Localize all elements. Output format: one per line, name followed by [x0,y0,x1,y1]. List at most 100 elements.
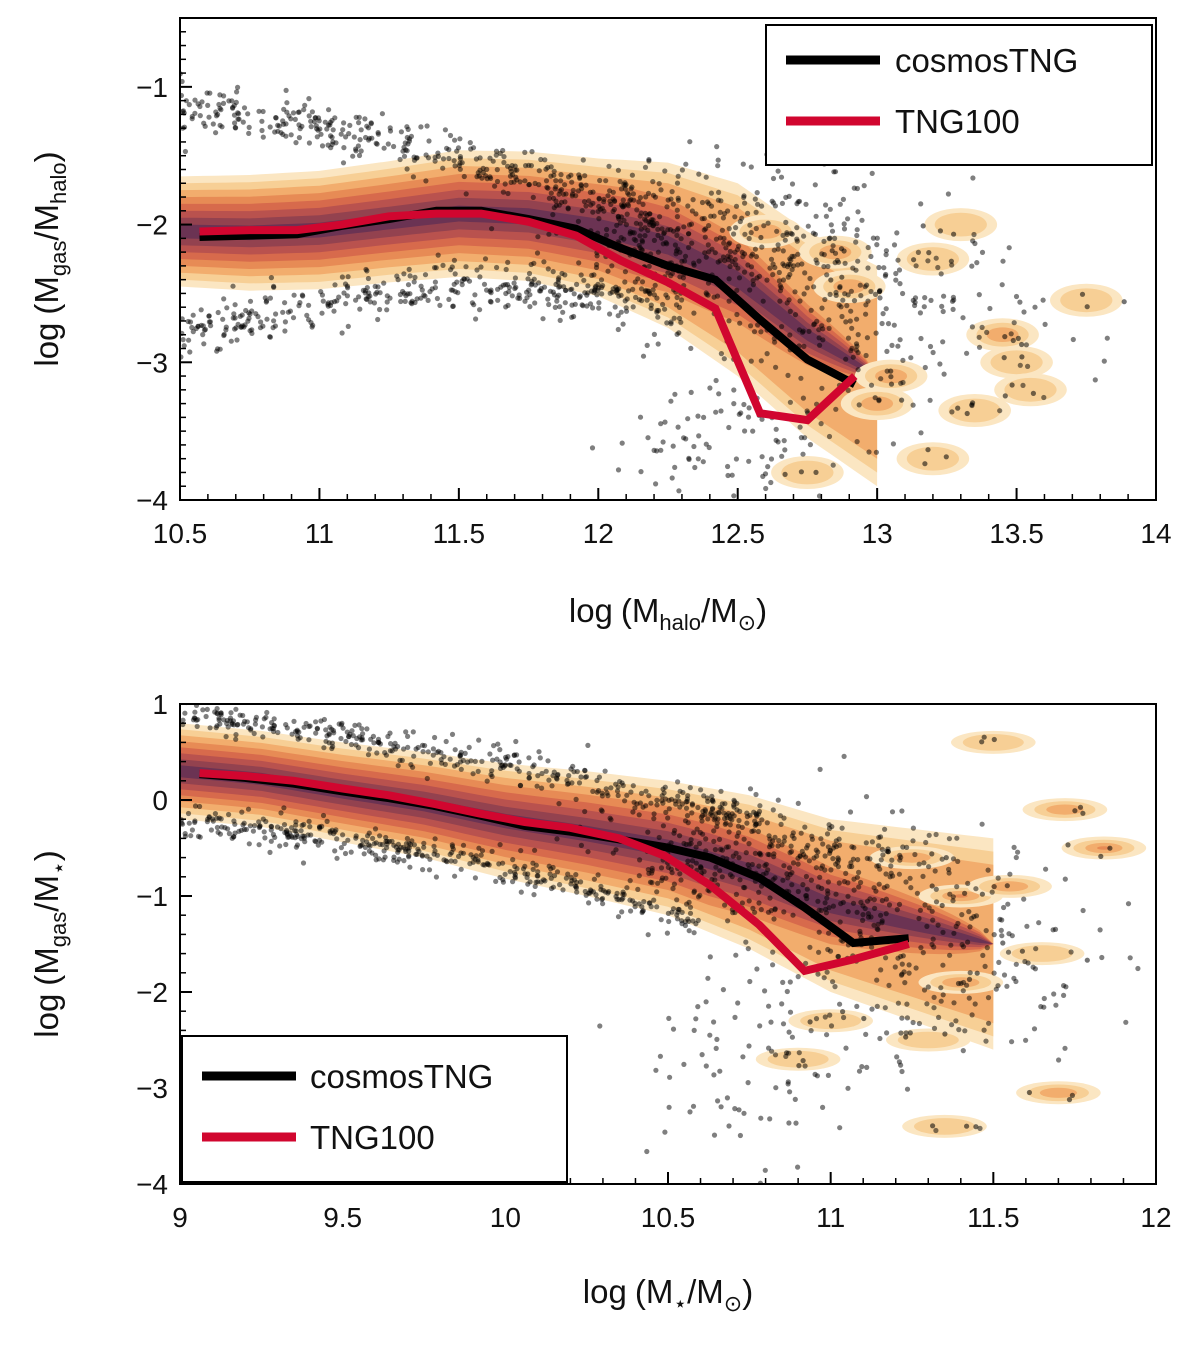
bottom-scatter-point [1061,992,1067,999]
bottom-scatter-point [955,858,961,865]
bottom-scatter-point [898,1030,904,1036]
bottom-scatter-point [718,788,724,794]
top-scatter-point [725,463,731,470]
bottom-scatter-point [664,930,671,936]
top-scatter-point [879,320,885,327]
top-scatter-point [384,293,390,299]
bottom-scatter-point [546,777,552,783]
bottom-scatter-point [947,952,953,958]
bottom-scatter-point [847,809,854,815]
top-scatter-point [748,164,754,170]
bottom-scatter-point [620,895,626,901]
top-scatter-point [863,352,869,359]
top-scatter-point [488,290,494,296]
bottom-scatter-point [662,1129,668,1135]
top-scatter-point [848,308,854,314]
bottom-scatter-point [735,1000,741,1006]
bottom-scatter-point [421,840,427,846]
bottom-scatter-point [930,917,936,923]
top-scatter-point [604,226,610,233]
top-scatter-point [484,287,490,293]
top-scatter-point [452,271,458,277]
top-scatter-point [797,298,803,304]
top-scatter-point [601,196,607,202]
top-scatter-point [615,313,621,319]
bottom-scatter-point [1013,854,1019,861]
top-scatter-point [711,213,717,219]
top-scatter-point [363,134,369,141]
top-scatter-point [545,266,551,272]
bottom-scatter-point [929,908,935,914]
bottom-scatter-point [406,853,412,859]
top-scatter-point [293,140,299,146]
bottom-scatter-point [663,875,669,881]
top-scatter-point [1025,363,1031,369]
top-scatter-point [583,182,589,188]
bottom-scatter-point [693,1016,699,1022]
top-scatter-point [398,298,404,305]
bottom-scatter-point [921,987,928,993]
bottom-scatter-point [306,723,312,730]
top-scatter-point [742,200,748,206]
bottom-scatter-point [711,1072,717,1078]
top-scatter-point [507,173,514,179]
bottom-scatter-point [874,926,880,932]
top-scatter-point [796,198,803,204]
top-scatter-point [656,181,662,187]
top-scatter-point [447,132,454,139]
bottom-scatter-point [965,880,971,887]
bottom-scatter-point [329,740,335,746]
top-scatter-point [830,243,836,249]
bottom-scatter-point [535,773,541,779]
top-scatter-point [367,293,373,299]
top-scatter-point [643,194,649,200]
bottom-scatter-point [762,1167,768,1173]
top-scatter-point [253,311,259,317]
bottom-scatter-point [967,924,973,930]
top-scatter-point [231,112,238,118]
top-scatter-point [644,212,650,218]
top-scatter-point [543,178,550,184]
top-scatter-point [642,233,648,239]
bottom-scatter-point [1032,966,1038,972]
top-scatter-point [908,355,914,361]
top-scatter-point [331,308,337,314]
bottom-scatter-point [666,918,672,925]
bottom-scatter-point [931,1025,938,1031]
bottom-scatter-point [354,735,360,742]
bottom-scatter-point [778,821,784,828]
top-scatter-point [263,299,269,305]
bottom-scatter-point [654,797,660,803]
top-scatter-point [862,284,868,290]
top-scatter-point [346,131,352,137]
top-scatter-point [406,266,412,272]
top-scatter-point [660,439,666,445]
bottom-scatter-point [509,879,516,885]
top-scatter-point [522,178,528,184]
bottom-scatter-point [608,785,614,791]
top-scatter-point [881,265,887,271]
top-scatter-point [288,132,294,138]
top-scatter-point [644,297,650,303]
top-scatter-point [636,199,642,205]
bottom-scatter-point [869,944,875,950]
bottom-scatter-point [906,962,912,968]
top-scatter-point [290,110,297,116]
bottom-scatter-point [914,890,921,896]
top-scatter-point [494,167,500,173]
bottom-scatter-point [878,912,884,918]
top-scatter-point [703,290,709,296]
bottom-scatter-point [835,864,842,870]
bottom-scatter-point [851,887,857,893]
bottom-scatter-point [656,834,662,841]
top-scatter-point [319,310,325,316]
top-scatter-point [599,291,605,297]
bottom-scatter-point [743,939,749,945]
bottom-scatter-point [804,886,810,892]
bottom-scatter-point [745,862,751,868]
bottom-scatter-point [984,945,990,951]
top-scatter-point [753,254,760,260]
top-scatter-point [669,189,675,195]
top-scatter-point [534,250,541,256]
top-scatter-point [474,174,480,180]
